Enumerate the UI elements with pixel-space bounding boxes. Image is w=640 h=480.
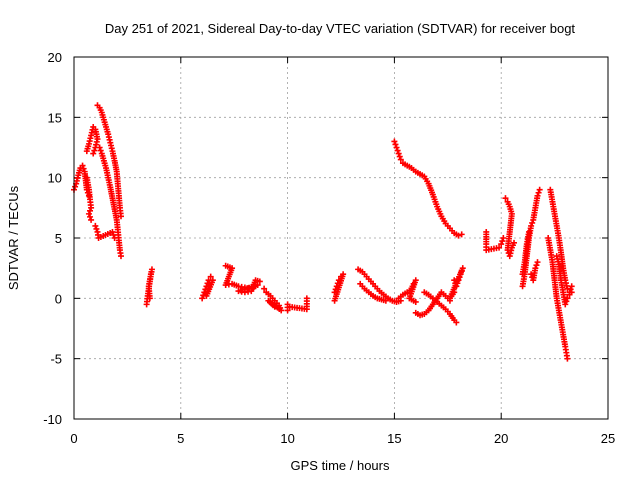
data-point	[455, 232, 462, 239]
data-point	[567, 286, 574, 293]
data-point	[79, 162, 86, 169]
data-point	[502, 195, 509, 202]
data-point	[412, 298, 419, 305]
data-point	[93, 225, 100, 232]
chart-title: Day 251 of 2021, Sidereal Day-to-day VTE…	[105, 21, 576, 36]
data-point	[80, 165, 87, 172]
data-point	[199, 295, 206, 302]
data-point	[87, 207, 94, 214]
data-point	[496, 244, 503, 251]
data-point	[451, 289, 458, 296]
data-point	[500, 235, 507, 241]
data-point	[568, 283, 575, 290]
x-tick-label: 0	[70, 431, 77, 446]
y-tick-label: -5	[50, 352, 62, 367]
data-point	[532, 265, 539, 272]
data-point	[564, 355, 571, 362]
y-tick-label: 5	[55, 231, 62, 246]
x-tick-label: 25	[601, 431, 615, 446]
data-point	[261, 285, 268, 292]
data-point	[92, 222, 99, 229]
data-point	[207, 273, 214, 280]
data-point	[97, 147, 104, 154]
data-point	[397, 156, 404, 163]
data-point	[563, 298, 570, 305]
data-point	[206, 280, 213, 287]
data-point	[534, 259, 541, 266]
data-point	[535, 189, 542, 196]
data-point	[146, 295, 153, 302]
data-point	[72, 183, 79, 190]
data-point	[331, 297, 338, 304]
data-point	[395, 150, 402, 157]
data-point	[536, 186, 543, 193]
tick-layer: 0 5 10 15 20 25 -10 -5 0 5 10 15 20	[43, 50, 615, 446]
point-layer	[71, 102, 575, 362]
data-point	[91, 147, 98, 154]
y-tick-label: 10	[48, 171, 62, 186]
data-point	[382, 297, 389, 304]
data-point	[85, 210, 92, 217]
x-tick-label: 20	[494, 431, 508, 446]
data-point	[391, 138, 398, 145]
data-point	[392, 141, 399, 148]
data-point	[394, 147, 401, 154]
data-point	[90, 150, 97, 157]
y-tick-label: -10	[43, 412, 62, 427]
data-point	[528, 222, 535, 229]
y-tick-label: 15	[48, 110, 62, 125]
y-tick-label: 20	[48, 50, 62, 65]
data-point	[88, 216, 95, 223]
data-point	[303, 295, 310, 302]
data-point	[256, 278, 263, 285]
data-point	[396, 153, 403, 160]
y-axis-label: SDTVAR / TECUs	[6, 185, 21, 290]
data-point	[271, 303, 278, 310]
data-point	[111, 235, 118, 241]
data-point	[564, 295, 571, 302]
x-tick-label: 10	[280, 431, 294, 446]
x-axis-label: GPS time / hours	[291, 458, 390, 473]
data-point	[534, 192, 541, 199]
data-point	[499, 238, 506, 245]
x-tick-label: 5	[177, 431, 184, 446]
plot-frame	[73, 56, 609, 420]
data-point	[117, 213, 124, 220]
data-point	[568, 289, 575, 296]
data-point	[533, 262, 540, 269]
data-point	[109, 228, 116, 235]
y-tick-label: 0	[55, 291, 62, 306]
data-point	[117, 253, 124, 260]
data-point	[498, 241, 505, 248]
data-point	[88, 204, 95, 211]
data-point	[453, 319, 460, 326]
data-point	[529, 219, 536, 226]
grid-layer	[74, 57, 608, 419]
data-point	[87, 213, 94, 220]
data-point	[393, 144, 400, 151]
data-point	[458, 231, 465, 238]
data-point	[511, 239, 518, 246]
data-point	[110, 231, 117, 238]
data-point	[96, 144, 103, 151]
x-tick-label: 15	[387, 431, 401, 446]
data-point	[562, 301, 569, 308]
data-point	[525, 228, 532, 235]
